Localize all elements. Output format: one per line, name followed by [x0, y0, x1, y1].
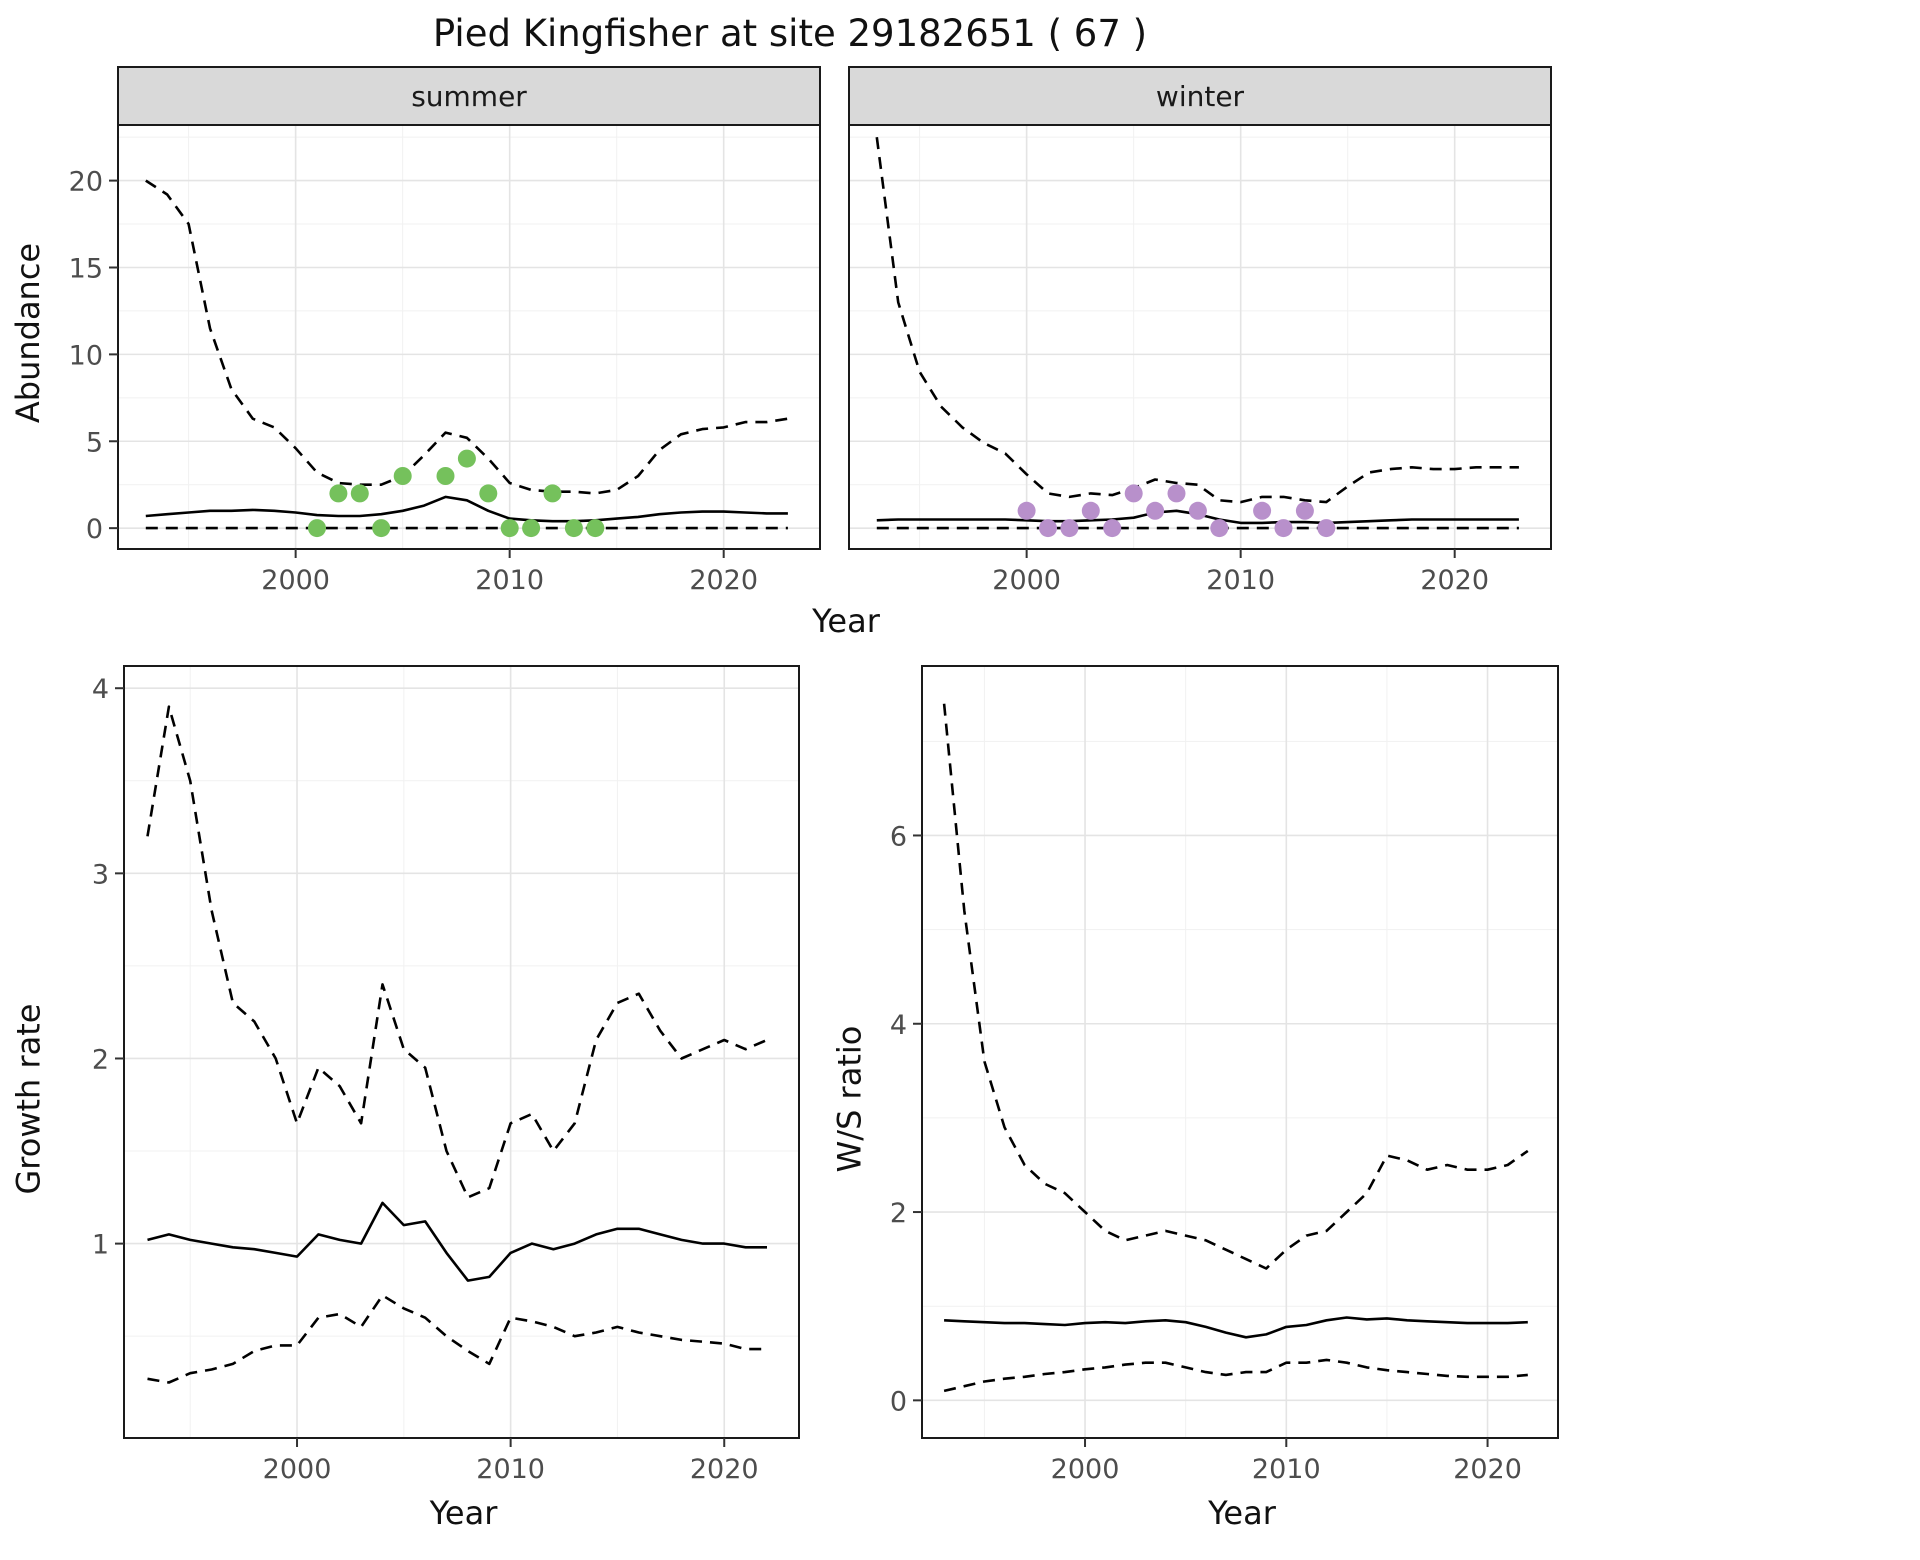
- x-tick-label: 2000: [261, 565, 330, 596]
- observed-point: [1274, 519, 1293, 538]
- y-tick-label: 20: [69, 167, 103, 198]
- observed-point: [479, 484, 498, 503]
- observed-point: [1295, 501, 1314, 520]
- observed-point: [1146, 501, 1165, 520]
- observed-point: [393, 467, 412, 485]
- series-lower_ci: [147, 1294, 767, 1384]
- growth-rate-y-axis-title: Growth rate: [9, 1003, 47, 1195]
- observed-point: [586, 519, 605, 538]
- observed-point: [1188, 501, 1207, 520]
- observed-point: [308, 519, 326, 538]
- observed-point: [1167, 484, 1186, 503]
- x-tick-label: 2020: [1420, 565, 1489, 596]
- y-tick-label: 15: [69, 253, 103, 284]
- series-median: [944, 1316, 1528, 1339]
- facet-strip-label: winter: [1156, 80, 1245, 113]
- growth-rate-plot: Growth rate 2000 2010 2020 1 2 3 4 Year: [0, 658, 803, 1540]
- panel-background: [124, 666, 799, 1438]
- series-upper_ci: [942, 703, 1529, 1270]
- y-tick-label: 2: [890, 1198, 907, 1229]
- y-tick-label: 0: [890, 1386, 907, 1417]
- ws-ratio-plot: W/S ratio 2000 2010 2020 0 2 4 6 Year: [821, 658, 1562, 1540]
- x-tick-label: 2020: [689, 565, 758, 596]
- facet-strip-label: summer: [411, 80, 527, 113]
- observed-point: [1017, 501, 1036, 520]
- x-tick-label: 2010: [1206, 565, 1275, 596]
- bottom-row: Growth rate 2000 2010 2020 1 2 3 4 Year W/S ra…: [0, 658, 1920, 1540]
- y-tick-label: 0: [86, 514, 103, 545]
- x-tick-label: 2020: [690, 1454, 759, 1485]
- observed-point: [543, 484, 562, 503]
- observed-counts-summer: [308, 449, 605, 538]
- ws-ratio-chart: 2000 2010 2020 0 2 4 6: [890, 665, 1559, 1485]
- x-tick-label: 2010: [475, 565, 544, 596]
- observed-point: [564, 519, 583, 538]
- observed-point: [436, 467, 455, 485]
- observed-point: [1210, 519, 1229, 538]
- series-upper_ci: [875, 137, 1519, 504]
- series-upper_ci: [146, 705, 768, 1199]
- abundance-summer-chart: summer 2000 2010 2020 0 5 10 15 20: [69, 66, 821, 596]
- y-tick-label: 2: [92, 1044, 109, 1075]
- abundance-y-axis-title: Abundance: [9, 242, 47, 424]
- observed-point: [372, 519, 391, 538]
- x-tick-label: 2000: [1051, 1454, 1120, 1485]
- facet-strip: [117, 66, 821, 126]
- observed-point: [1103, 519, 1122, 538]
- panel-background: [118, 125, 820, 549]
- x-tick-label: 2010: [1252, 1454, 1321, 1485]
- x-tick-label: 2010: [476, 1454, 545, 1485]
- panel-border: [123, 665, 800, 1439]
- series-median: [145, 495, 788, 523]
- figure-title: Pied Kingfisher at site 29182651 ( 67 ): [432, 12, 1148, 55]
- observed-point: [329, 484, 348, 503]
- y-tick-label: 1: [92, 1230, 109, 1261]
- x-tick-label: 2000: [263, 1454, 332, 1485]
- abundance-facets: summer 2000 2010 2020 0 5 10 15 20 winter 2000 201…: [56, 64, 1555, 602]
- y-tick-label: 3: [92, 859, 109, 890]
- panel-background: [849, 125, 1551, 549]
- observed-point: [522, 519, 541, 538]
- facet-strip: [848, 66, 1552, 126]
- observed-point: [457, 449, 476, 468]
- observed-point: [1060, 519, 1079, 538]
- x-tick-label: 2020: [1453, 1454, 1522, 1485]
- panel-border: [921, 665, 1559, 1439]
- observed-point: [1317, 519, 1336, 538]
- growth-rate-chart: 2000 2010 2020 1 2 3 4: [92, 665, 800, 1485]
- series-upper_ci: [145, 179, 789, 495]
- observed-counts-winter: [1017, 484, 1336, 538]
- y-tick-label: 5: [86, 427, 103, 458]
- abundance-plot: Abundance summer 2000 2010 2020 0 5 10 15 20 win…: [0, 64, 1920, 602]
- x-tick-label: 2000: [992, 565, 1061, 596]
- ws-ratio-y-axis-title: W/S ratio: [830, 1025, 868, 1173]
- observed-point: [1124, 484, 1143, 503]
- y-tick-label: 4: [890, 1010, 907, 1041]
- y-tick-label: 4: [92, 674, 109, 705]
- panel-background: [922, 666, 1558, 1438]
- series-median: [147, 1201, 767, 1282]
- ws-ratio-x-axis-title: Year: [1208, 1494, 1276, 1532]
- observed-point: [1039, 519, 1057, 538]
- y-tick-label: 6: [890, 821, 907, 852]
- abundance-winter-chart: winter 2000 2010 2020: [848, 66, 1552, 596]
- observed-point: [350, 484, 369, 503]
- observed-point: [1081, 501, 1100, 520]
- abundance-x-axis-title: Year: [812, 602, 880, 640]
- observed-point: [1253, 501, 1272, 520]
- observed-point: [500, 519, 519, 538]
- growth-rate-x-axis-title: Year: [429, 1494, 498, 1532]
- y-tick-label: 10: [69, 340, 103, 371]
